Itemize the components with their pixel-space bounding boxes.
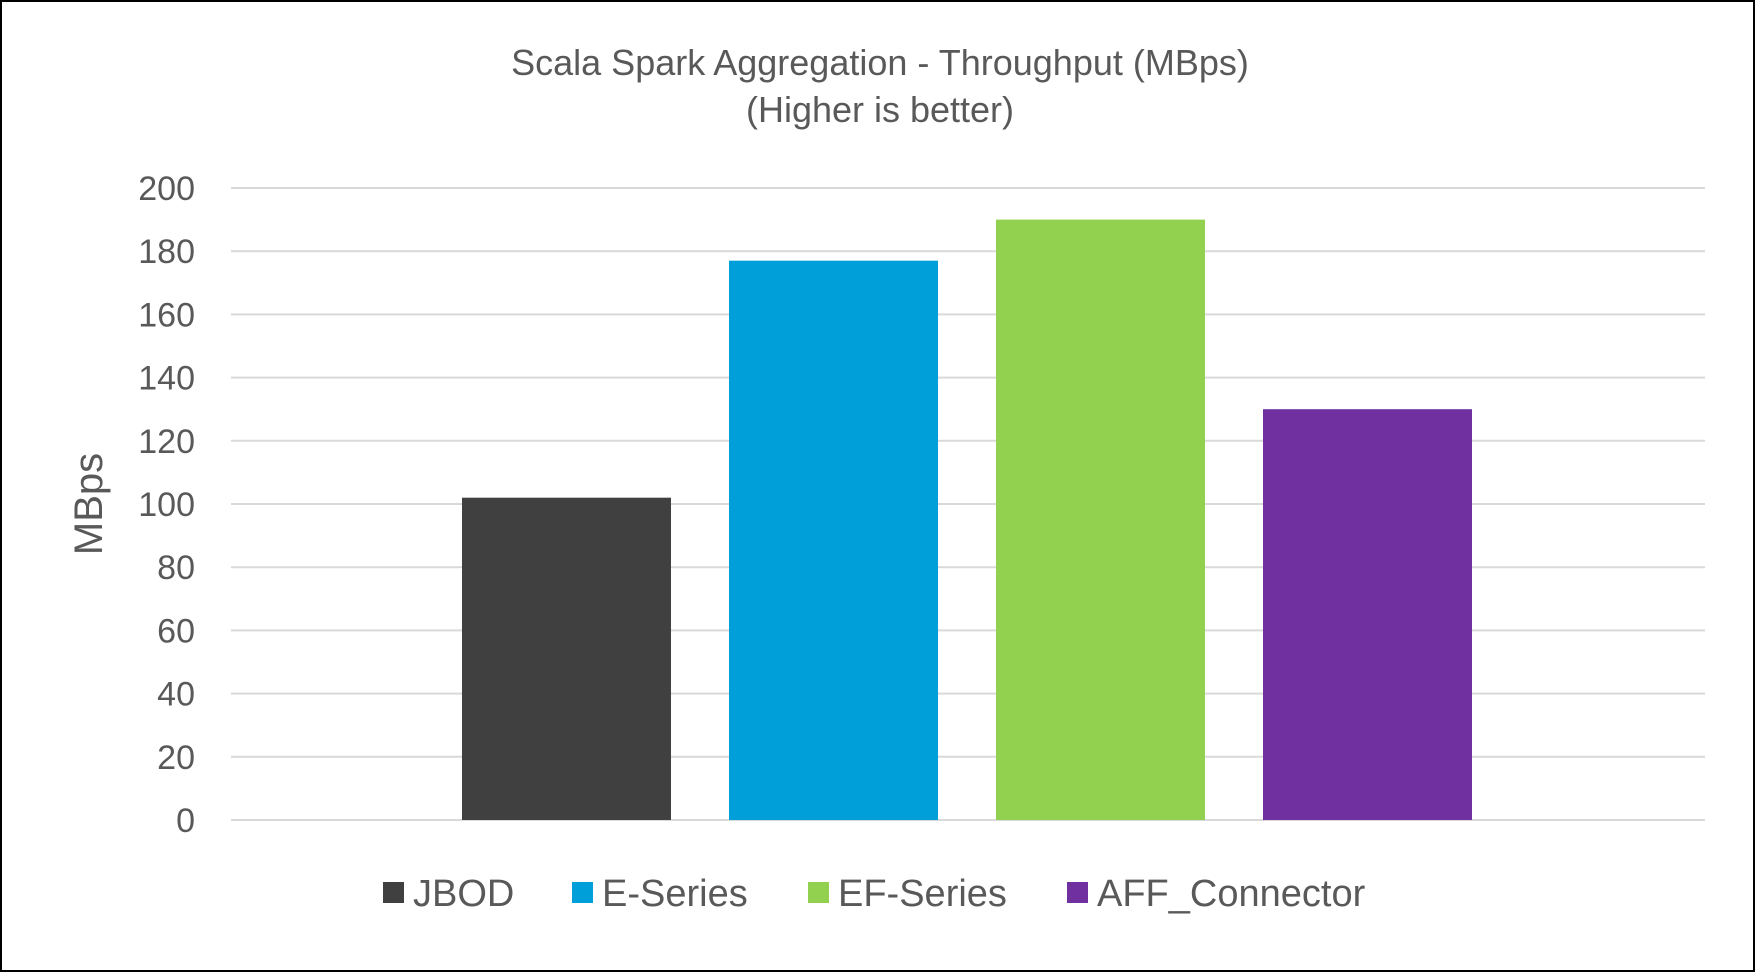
y-tick-label: 20: [157, 739, 195, 777]
legend-label: EF-Series: [838, 873, 1007, 915]
y-tick-label: 80: [157, 549, 195, 587]
chart-title: Scala Spark Aggregation - Throughput (MB…: [511, 42, 1249, 83]
legend-swatch: [808, 882, 829, 903]
bar-aff-connector: [1263, 409, 1472, 820]
bars: [462, 219, 1472, 821]
y-tick-label: 120: [138, 423, 195, 461]
legend-label: AFF_Connector: [1097, 873, 1366, 915]
y-tick-label: 180: [138, 233, 195, 271]
y-tick-label: 200: [138, 170, 195, 208]
y-tick-label: 0: [176, 802, 195, 840]
legend-label: JBOD: [413, 873, 514, 915]
y-tick-label: 140: [138, 360, 195, 398]
y-tick-label: 40: [157, 676, 195, 714]
y-tick-label: 100: [138, 486, 195, 524]
chart-subtitle: (Higher is better): [746, 89, 1014, 130]
bar-e-series: [729, 260, 938, 820]
y-axis-title: MBps: [67, 453, 111, 555]
y-tick-label: 160: [138, 296, 195, 334]
y-axis-ticks: 0 20 40 60 80 100 120 140 160 180 200: [138, 170, 195, 840]
bar-ef-series: [996, 219, 1205, 821]
bar-jbod: [462, 497, 671, 820]
legend: JBOD E-Series EF-Series AFF_Connector: [383, 873, 1366, 915]
legend-label: E-Series: [602, 873, 748, 915]
gridlines: [231, 187, 1705, 821]
legend-swatch: [383, 882, 404, 903]
legend-swatch: [572, 882, 593, 903]
y-tick-label: 60: [157, 612, 195, 650]
legend-swatch: [1067, 882, 1088, 903]
